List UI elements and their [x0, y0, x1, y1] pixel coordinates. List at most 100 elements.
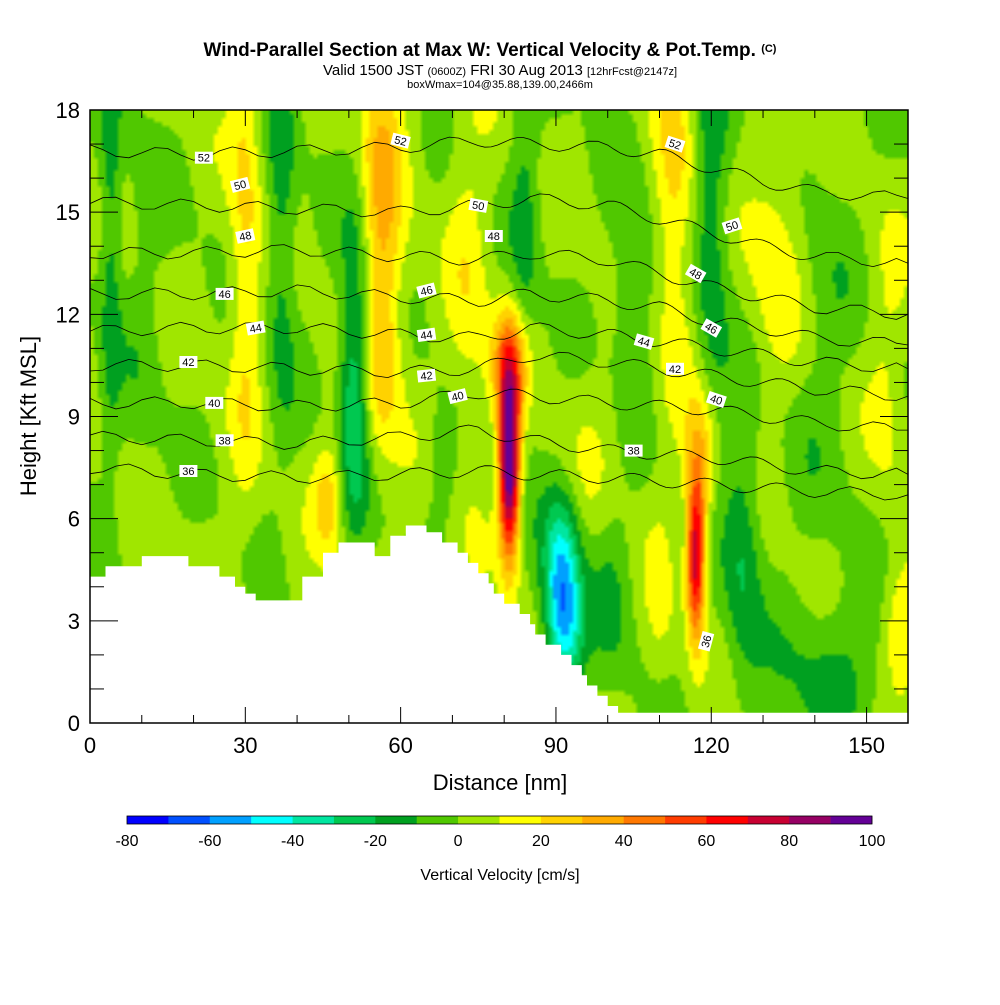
contour-label-15: 40: [447, 388, 468, 405]
contour-label-7: 38: [215, 434, 234, 447]
x-tick-label: 90: [544, 733, 568, 758]
contour-label-text: 46: [419, 284, 434, 299]
x-tick-label: 60: [388, 733, 412, 758]
theta-contour-52: [90, 136, 908, 201]
colorbar-tick-label: 100: [859, 833, 886, 850]
contour-label-22: 40: [705, 391, 727, 408]
theta-contour-38: [90, 424, 908, 480]
contour-label-23: 38: [624, 444, 643, 458]
contour-label-10: 50: [468, 197, 489, 213]
y-tick-label: 15: [56, 200, 80, 225]
x-tick-label: 120: [693, 733, 730, 758]
contour-label-text: 50: [233, 179, 248, 194]
contour-label-text: 52: [667, 137, 682, 152]
colorbar-frame: [126, 815, 873, 825]
colorbar-swatch: [251, 816, 293, 824]
contour-label-text: 36: [700, 634, 715, 649]
colorbar-tick-label: 20: [532, 833, 550, 850]
contour-label-text: 40: [708, 393, 723, 408]
x-tick-labels: 0 30 60 90 120 150: [84, 733, 885, 758]
contour-label-12: 46: [416, 282, 437, 299]
colorbar-swatch: [333, 816, 376, 824]
y-tick-label: 12: [56, 302, 80, 327]
y-tick-label: 9: [68, 405, 80, 430]
colorbar-swatch: [540, 816, 583, 824]
contour-label-text: 42: [420, 370, 433, 383]
colorbar-tick-label: 40: [615, 833, 633, 850]
chart-subtitle: Valid 1500 JST (0600Z) FRI 30 Aug 2013 […: [323, 62, 677, 79]
contour-label-6: 40: [205, 396, 224, 410]
colorbar-swatch: [127, 816, 169, 824]
contour-label-text: 44: [636, 335, 651, 350]
contour-label-text: 46: [702, 321, 719, 338]
contour-label-text: 42: [182, 357, 194, 369]
colorbar-swatch: [706, 816, 749, 824]
colorbar-swatch: [623, 816, 666, 824]
contour-label-text: 44: [420, 329, 434, 343]
colorbar-swatch: [416, 816, 459, 824]
y-tick-label: 6: [68, 507, 80, 532]
colorbar-swatch: [458, 816, 500, 824]
axis-ticks: [89, 109, 908, 724]
contour-label-18: 48: [684, 263, 707, 284]
colorbar-tick-label: -80: [115, 833, 138, 850]
contour-label-text: 48: [238, 230, 252, 244]
y-tick-label: 18: [56, 98, 80, 123]
theta-contour-46: [90, 284, 908, 347]
contour-label-text: 40: [450, 390, 465, 405]
colorbar-swatch: [168, 816, 211, 824]
theta-contour-40: [90, 388, 908, 432]
contour-label-text: 48: [488, 231, 500, 243]
y-tick-label: 3: [68, 609, 80, 634]
contour-label-0: 52: [194, 151, 213, 165]
contour-label-text: 50: [725, 219, 740, 234]
contour-label-9: 52: [390, 132, 411, 149]
contour-label-17: 50: [721, 217, 743, 234]
colorbar: [126, 815, 873, 825]
contour-label-4: 44: [245, 320, 266, 336]
contour-label-21: 42: [666, 362, 684, 376]
contour-label-text: 46: [218, 289, 230, 301]
contour-label-16: 52: [664, 135, 686, 153]
contour-label-24: 36: [697, 631, 715, 652]
contour-label-19: 46: [700, 318, 723, 338]
contour-label-11: 48: [484, 230, 503, 243]
colorbar-tick-labels: -80 -60 -40 -20 0 20 40 60 80 100: [115, 833, 885, 850]
colorbar-swatch: [499, 816, 542, 824]
colorbar-swatch: [747, 816, 790, 824]
colorbar-swatch: [789, 816, 831, 824]
y-tick-label: 0: [68, 711, 80, 736]
y-tick-labels: 0 3 6 9 12 15 18: [56, 98, 80, 736]
contour-label-20: 44: [633, 333, 655, 350]
theta-contour-50: [90, 193, 908, 268]
terrain-mask: [90, 525, 908, 723]
y-axis-label: Height [Kft MSL]: [16, 336, 41, 496]
chart-title: Wind-Parallel Section at Max W: Vertical…: [204, 40, 777, 61]
contour-label-text: 52: [393, 134, 408, 149]
colorbar-swatch: [582, 816, 624, 824]
contour-label-5: 42: [179, 356, 198, 369]
contour-label-3: 46: [215, 287, 234, 301]
contour-label-text: 36: [182, 466, 194, 478]
colorbar-swatch: [665, 816, 707, 824]
colorbar-swatch: [292, 816, 335, 824]
x-tick-label: 0: [84, 733, 96, 758]
contour-label-1: 50: [229, 176, 251, 194]
contour-label-14: 42: [416, 368, 437, 383]
x-tick-label: 150: [848, 733, 885, 758]
colorbar-swatch: [830, 816, 873, 824]
colorbar-swatch: [375, 816, 418, 824]
colorbar-tick-label: -40: [281, 833, 304, 850]
x-axis-label: Distance [nm]: [433, 770, 568, 795]
colorbar-swatch: [209, 816, 252, 824]
theta-contour-36: [90, 463, 908, 501]
contour-label-text: 52: [198, 153, 210, 165]
chart-subtitle-2: boxWmax=104@35.88,139.00,2466m: [407, 79, 593, 91]
colorbar-tick-label: 80: [780, 833, 798, 850]
contour-label-text: 38: [627, 446, 639, 458]
contour-label-text: 38: [218, 435, 230, 447]
colorbar-label: Vertical Velocity [cm/s]: [420, 867, 579, 884]
theta-contour-44: [90, 321, 908, 372]
